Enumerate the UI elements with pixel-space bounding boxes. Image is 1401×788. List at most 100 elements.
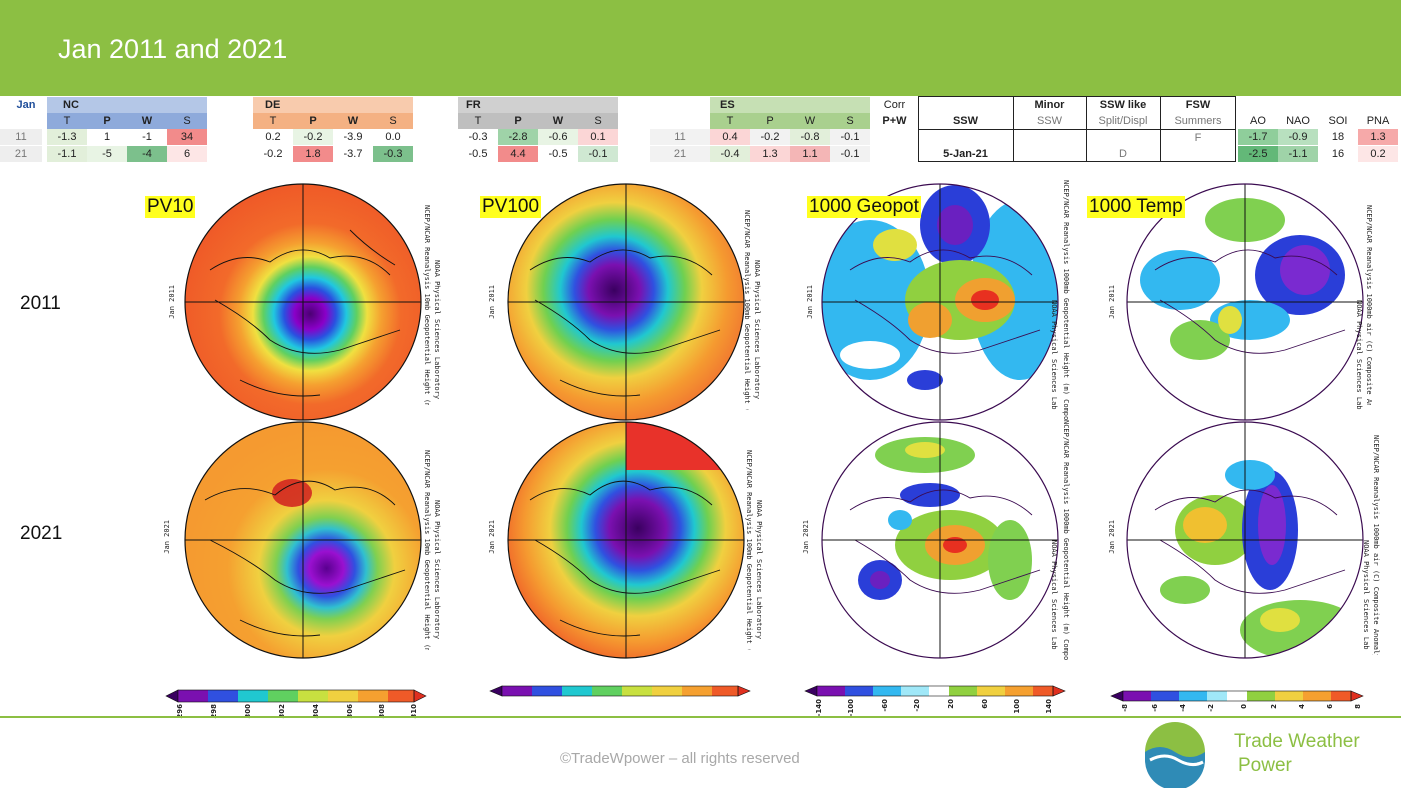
lab-label: NOAA Physical Sciences Laboratory <box>1362 540 1370 650</box>
de-title: DE <box>253 97 413 113</box>
label-pv100: PV100 <box>480 196 542 218</box>
date-label: Jan 2021 <box>1108 520 1116 554</box>
lab-label: NOAA Physical Sciences Laboratory <box>1050 300 1058 410</box>
table-cell: 4.4 <box>498 146 538 162</box>
col-header: SOI <box>1328 115 1348 127</box>
logo-icon <box>1145 722 1205 788</box>
header-bar <box>0 0 1401 96</box>
divider <box>918 129 1236 130</box>
table-cell: -1 <box>142 131 152 143</box>
cb-tick: 140 <box>1045 699 1053 714</box>
col-header: T <box>63 115 71 127</box>
table-cell: -0.2 <box>263 148 283 160</box>
source-label: NCEP/NCAR Reanalysis 1000mb Geopotential… <box>1062 180 1070 420</box>
col-header: P <box>766 115 774 127</box>
table-cell: -0.5 <box>468 148 488 160</box>
col-header: T <box>269 115 277 127</box>
source-label: NCEP/NCAR Reanalysis 100mb Geopotential … <box>743 210 751 410</box>
lab-label: NOAA Physical Sciences Laboratory <box>433 500 441 640</box>
date-label: Jan 2021 <box>488 520 496 554</box>
cb-tick: 0 <box>1240 704 1248 709</box>
table-cell: -0.1 <box>830 129 870 145</box>
table-cell: -2.5 <box>1238 146 1278 162</box>
fsw-header: FSW <box>1185 99 1211 111</box>
minor-sub: SSW <box>1036 115 1063 127</box>
map-geopot-2021 <box>821 421 1059 659</box>
table-cell: -0.1 <box>578 146 618 162</box>
table-cell: 1.1 <box>790 146 830 162</box>
year-cell: 11 <box>0 129 42 145</box>
date-label: Jan 2011 <box>488 285 496 319</box>
table-cell: -3.9 <box>343 131 363 143</box>
table-cell: -1.3 <box>47 129 87 145</box>
table-cell: -0.4 <box>710 146 750 162</box>
cb-tick: 100 <box>1013 699 1021 714</box>
fr-header-bg <box>458 113 618 129</box>
table-cell: 0.1 <box>578 129 618 145</box>
lab-label: NOAA Physical Sciences Laboratory <box>755 500 763 640</box>
table-cell: -2.8 <box>498 129 538 145</box>
col-header: P <box>103 115 111 127</box>
table-cell: 1.8 <box>293 146 333 162</box>
fsw-2011: F <box>1194 132 1202 144</box>
lab-label: NOAA Physical Sciences Laboratory <box>1355 300 1363 410</box>
cb-tick: -140 <box>815 699 823 717</box>
table-cell: 1 <box>103 131 111 143</box>
cb-tick: -60 <box>881 699 889 712</box>
date-label: Jan 2011 <box>1108 285 1116 319</box>
cb-tick: 2 <box>1270 704 1278 709</box>
map-pv10-2011 <box>184 183 422 421</box>
table-cell: 0.2 <box>265 131 281 143</box>
colorbar-temp <box>1110 690 1364 702</box>
date-label: Jan 2011 <box>168 285 176 319</box>
col-header: S <box>183 115 191 127</box>
cb-tick: -4 <box>1179 704 1187 712</box>
map-geopot-2011 <box>821 183 1059 421</box>
source-label: NCEP/NCAR Reanalysis 10mb Geopotential H… <box>423 205 431 405</box>
ssw-header: SSW <box>952 115 979 127</box>
copyright-text: ©TradeWpower – all rights reserved <box>560 750 800 767</box>
col-header: T <box>726 115 734 127</box>
row-label-2021: 2021 <box>20 523 63 544</box>
table-cell: 34 <box>167 129 207 145</box>
label-pv10: PV10 <box>145 196 196 218</box>
label-temp: 1000 Temp <box>1087 196 1185 218</box>
nc-title: NC <box>47 97 207 113</box>
cb-tick: -20 <box>913 699 921 712</box>
like-header: SSW like <box>1099 99 1147 111</box>
colorbar-pv10 <box>165 689 427 703</box>
nc-header-bg <box>47 113 207 129</box>
col-header: S <box>389 115 397 127</box>
table-cell: -4 <box>127 146 167 162</box>
colorbar-pv100 <box>489 685 751 697</box>
corr-label-2: P+W <box>882 115 907 127</box>
table-cell: -0.2 <box>750 129 790 145</box>
like-2021: D <box>1119 148 1127 160</box>
table-cell: -0.3 <box>468 131 488 143</box>
label-geopot: 1000 Geopot <box>807 196 921 218</box>
cb-tick: 4 <box>1298 704 1306 709</box>
cb-tick: 20 <box>947 699 955 709</box>
date-label: Jan 2021 <box>802 520 810 554</box>
cb-tick: -8 <box>1121 704 1129 712</box>
table-cell: -0.5 <box>548 148 568 160</box>
fr-title: FR <box>458 97 618 113</box>
logo-line-2: Power <box>1238 755 1292 776</box>
map-pv10-2021 <box>184 421 422 659</box>
table-cell: 16 <box>1331 148 1345 160</box>
row-label-2011: 2011 <box>20 293 61 314</box>
minor-header: Minor <box>1034 99 1065 111</box>
col-header: P <box>514 115 522 127</box>
footer-divider <box>0 716 1401 718</box>
fsw-sub: Summers <box>1174 115 1222 127</box>
table-cell: 6 <box>167 146 207 162</box>
cb-tick: 6 <box>1326 704 1334 709</box>
colorbar-geopot <box>804 685 1066 697</box>
cb-tick: 60 <box>981 699 989 709</box>
ssw-2021: 5-Jan-21 <box>943 148 988 160</box>
col-header: W <box>804 115 816 127</box>
col-header: S <box>846 115 854 127</box>
table-cell: -0.2 <box>293 129 333 145</box>
col-header: NAO <box>1286 115 1310 127</box>
